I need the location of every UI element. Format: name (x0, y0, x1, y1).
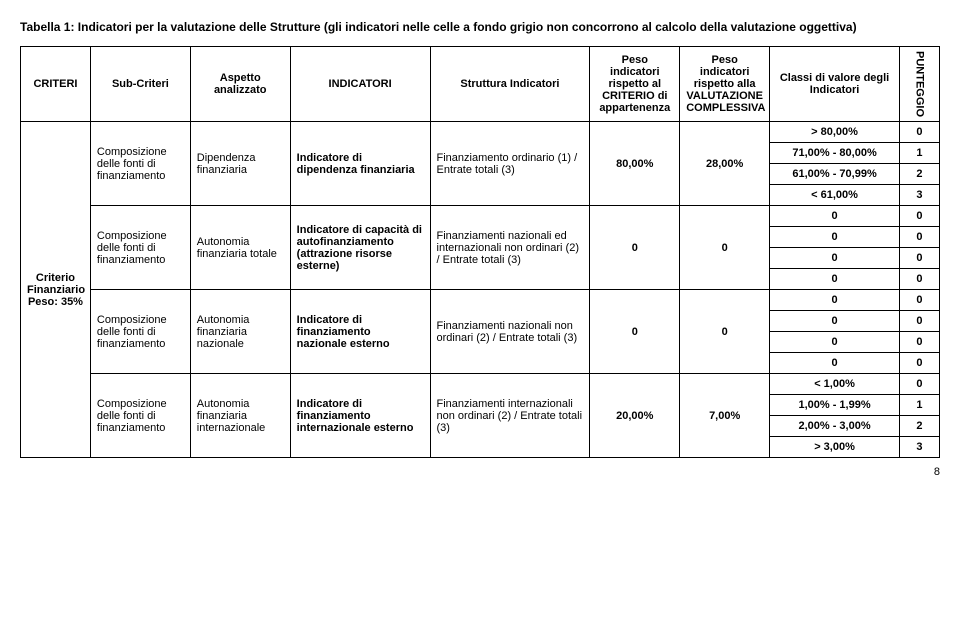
page-title: Tabella 1: Indicatori per la valutazione… (20, 20, 940, 34)
classe-cell: > 80,00% (770, 122, 900, 143)
indicators-table: CRITERI Sub-Criteri Aspetto analizzato I… (20, 46, 940, 458)
peso2-cell: 0 (680, 290, 770, 374)
punti-cell: 2 (899, 416, 939, 437)
classe-cell: < 1,00% (770, 374, 900, 395)
punti-cell: 0 (899, 227, 939, 248)
table-row: Composizione delle fonti di finanziament… (21, 206, 940, 227)
hdr-classi: Classi di valore degli Indicatori (770, 47, 900, 122)
sub-cell: Composizione delle fonti di finanziament… (90, 290, 190, 374)
classe-cell: > 3,00% (770, 437, 900, 458)
peso2-cell: 7,00% (680, 374, 770, 458)
struttura-cell: Finanziamenti nazionali ed internazional… (430, 206, 590, 290)
peso2-cell: 0 (680, 206, 770, 290)
criterio-cell: Criterio Finanziario Peso: 35% (21, 122, 91, 458)
punti-cell: 2 (899, 164, 939, 185)
classe-cell: 0 (770, 353, 900, 374)
page-number: 8 (20, 466, 940, 478)
sub-cell: Composizione delle fonti di finanziament… (90, 122, 190, 206)
hdr-criteri: CRITERI (21, 47, 91, 122)
hdr-sub: Sub-Criteri (90, 47, 190, 122)
header-row: CRITERI Sub-Criteri Aspetto analizzato I… (21, 47, 940, 122)
peso1-cell: 0 (590, 290, 680, 374)
struttura-cell: Finanziamento ordinario (1) / Entrate to… (430, 122, 590, 206)
punti-cell: 0 (899, 206, 939, 227)
indicatore-cell: Indicatore di dipendenza finanziaria (290, 122, 430, 206)
punti-cell: 0 (899, 122, 939, 143)
classe-cell: 1,00% - 1,99% (770, 395, 900, 416)
punti-cell: 0 (899, 269, 939, 290)
indicatore-cell: Indicatore di finanziamento internaziona… (290, 374, 430, 458)
punti-cell: 0 (899, 311, 939, 332)
classe-cell: 0 (770, 248, 900, 269)
hdr-struttura: Struttura Indicatori (430, 47, 590, 122)
peso1-cell: 20,00% (590, 374, 680, 458)
classe-cell: 2,00% - 3,00% (770, 416, 900, 437)
classe-cell: 0 (770, 206, 900, 227)
punti-cell: 1 (899, 143, 939, 164)
indicatore-cell: Indicatore di capacità di autofinanziame… (290, 206, 430, 290)
punti-cell: 0 (899, 290, 939, 311)
aspetto-cell: Autonomia finanziaria nazionale (190, 290, 290, 374)
peso1-cell: 0 (590, 206, 680, 290)
struttura-cell: Finanziamenti nazionali non ordinari (2)… (430, 290, 590, 374)
aspetto-cell: Autonomia finanziaria internazionale (190, 374, 290, 458)
classe-cell: 0 (770, 290, 900, 311)
peso1-cell: 80,00% (590, 122, 680, 206)
hdr-indicatori: INDICATORI (290, 47, 430, 122)
table-row: Composizione delle fonti di finanziament… (21, 374, 940, 395)
classe-cell: 0 (770, 227, 900, 248)
classe-cell: 0 (770, 311, 900, 332)
table-row: Composizione delle fonti di finanziament… (21, 290, 940, 311)
indicatore-cell: Indicatore di finanziamento nazionale es… (290, 290, 430, 374)
punti-cell: 0 (899, 374, 939, 395)
punti-cell: 3 (899, 185, 939, 206)
hdr-peso1: Peso indicatori rispetto al CRITERIO di … (590, 47, 680, 122)
sub-cell: Composizione delle fonti di finanziament… (90, 206, 190, 290)
classe-cell: 0 (770, 332, 900, 353)
punti-cell: 1 (899, 395, 939, 416)
classe-cell: < 61,00% (770, 185, 900, 206)
struttura-cell: Finanziamenti internazionali non ordinar… (430, 374, 590, 458)
punti-cell: 0 (899, 353, 939, 374)
punti-cell: 0 (899, 332, 939, 353)
punti-cell: 0 (899, 248, 939, 269)
sub-cell: Composizione delle fonti di finanziament… (90, 374, 190, 458)
hdr-aspetto: Aspetto analizzato (190, 47, 290, 122)
classe-cell: 61,00% - 70,99% (770, 164, 900, 185)
aspetto-cell: Autonomia finanziaria totale (190, 206, 290, 290)
aspetto-cell: Dipendenza finanziaria (190, 122, 290, 206)
punti-cell: 3 (899, 437, 939, 458)
classe-cell: 0 (770, 269, 900, 290)
classe-cell: 71,00% - 80,00% (770, 143, 900, 164)
table-row: Criterio Finanziario Peso: 35%Composizio… (21, 122, 940, 143)
peso2-cell: 28,00% (680, 122, 770, 206)
hdr-punteggio: PUNTEGGIO (899, 47, 939, 122)
hdr-peso2: Peso indicatori rispetto alla VALUTAZION… (680, 47, 770, 122)
